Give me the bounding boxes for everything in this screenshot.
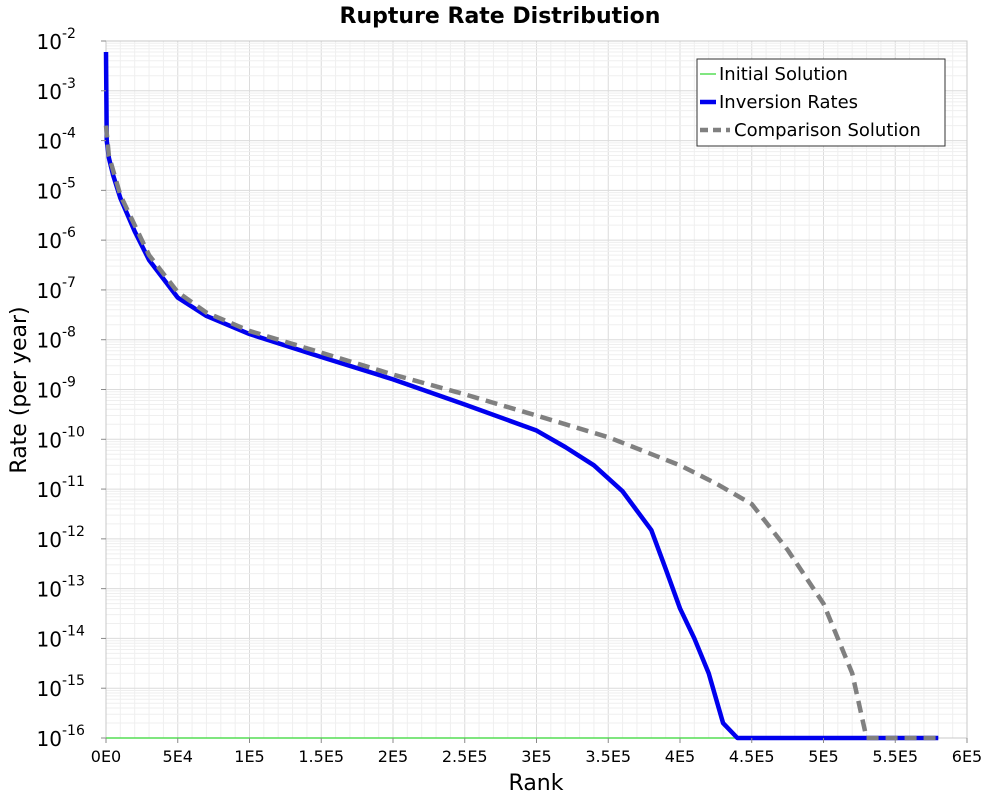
y-tick-label: 10 <box>37 329 62 353</box>
legend: Initial Solution Inversion Rates Compariso… <box>696 58 946 147</box>
y-tick-exponent: -13 <box>62 574 85 590</box>
x-tick-label: 6E5 <box>952 747 982 766</box>
y-tick-exponent: -3 <box>62 76 76 92</box>
y-tick-label: 10 <box>37 478 62 502</box>
x-tick-label: 3E5 <box>521 747 551 766</box>
series-layer <box>103 52 939 741</box>
y-tick-label: 10 <box>37 677 62 701</box>
y-tick-label: 10 <box>37 627 62 651</box>
y-tick-label: 10 <box>37 379 62 403</box>
x-tick-label: 0E0 <box>91 747 121 766</box>
legend-label: Inversion Rates <box>719 92 858 113</box>
y-tick-exponent: -15 <box>62 673 85 689</box>
x-axis-label: Rank <box>509 771 564 796</box>
legend-label: Initial Solution <box>719 64 848 85</box>
y-axis-label: Rate (per year) <box>7 306 32 473</box>
y-tick-exponent: -9 <box>62 375 76 391</box>
y-tick-exponent: -14 <box>62 623 85 639</box>
y-tick-exponent: -5 <box>62 175 76 191</box>
legend-label: Comparison Solution <box>734 120 921 141</box>
y-tick-label: 10 <box>37 30 62 54</box>
x-tick-label: 4E5 <box>665 747 695 766</box>
legend-box <box>696 58 946 147</box>
x-axis-ticks: 0E0 5E4 1E5 1.5E5 2E5 2.5E5 3E5 3.5E5 4E5 4.5E5 5E… <box>91 738 982 766</box>
y-tick-label: 10 <box>37 130 62 154</box>
series-line-3 <box>103 125 939 741</box>
x-tick-label: 5E4 <box>163 747 193 766</box>
y-tick-exponent: -10 <box>62 424 85 440</box>
x-tick-label: 3.5E5 <box>585 747 631 766</box>
y-tick-label: 10 <box>37 528 62 552</box>
y-tick-exponent: -11 <box>62 474 85 490</box>
y-axis-ticks: 10-210-310-410-510-610-710-810-910 -1010-… <box>37 26 106 751</box>
y-tick-label: 10 <box>37 229 62 253</box>
y-tick-exponent: -4 <box>62 126 76 142</box>
chart-title: Rupture Rate Distribution <box>340 4 661 29</box>
x-tick-label: 1.5E5 <box>298 747 344 766</box>
y-tick-exponent: -6 <box>62 225 76 241</box>
x-tick-label: 5E5 <box>808 747 838 766</box>
x-tick-label: 5.5E5 <box>872 747 918 766</box>
y-tick-label: 10 <box>37 279 62 303</box>
y-tick-label: 10 <box>37 578 62 602</box>
x-tick-label: 1E5 <box>234 747 264 766</box>
y-tick-exponent: -2 <box>62 26 76 42</box>
x-tick-label: 2.5E5 <box>442 747 488 766</box>
x-tick-label: 4.5E5 <box>729 747 775 766</box>
x-tick-label: 2E5 <box>378 747 408 766</box>
y-tick-label: 10 <box>37 179 62 203</box>
y-tick-label: 10 <box>37 80 62 104</box>
y-tick-exponent: -12 <box>62 524 85 540</box>
y-tick-label: 10 <box>37 428 62 452</box>
y-tick-exponent: -16 <box>62 723 85 739</box>
y-tick-exponent: -7 <box>62 275 76 291</box>
y-tick-exponent: -8 <box>62 325 76 341</box>
series-line-2 <box>103 52 939 741</box>
y-tick-label: 10 <box>37 727 62 751</box>
